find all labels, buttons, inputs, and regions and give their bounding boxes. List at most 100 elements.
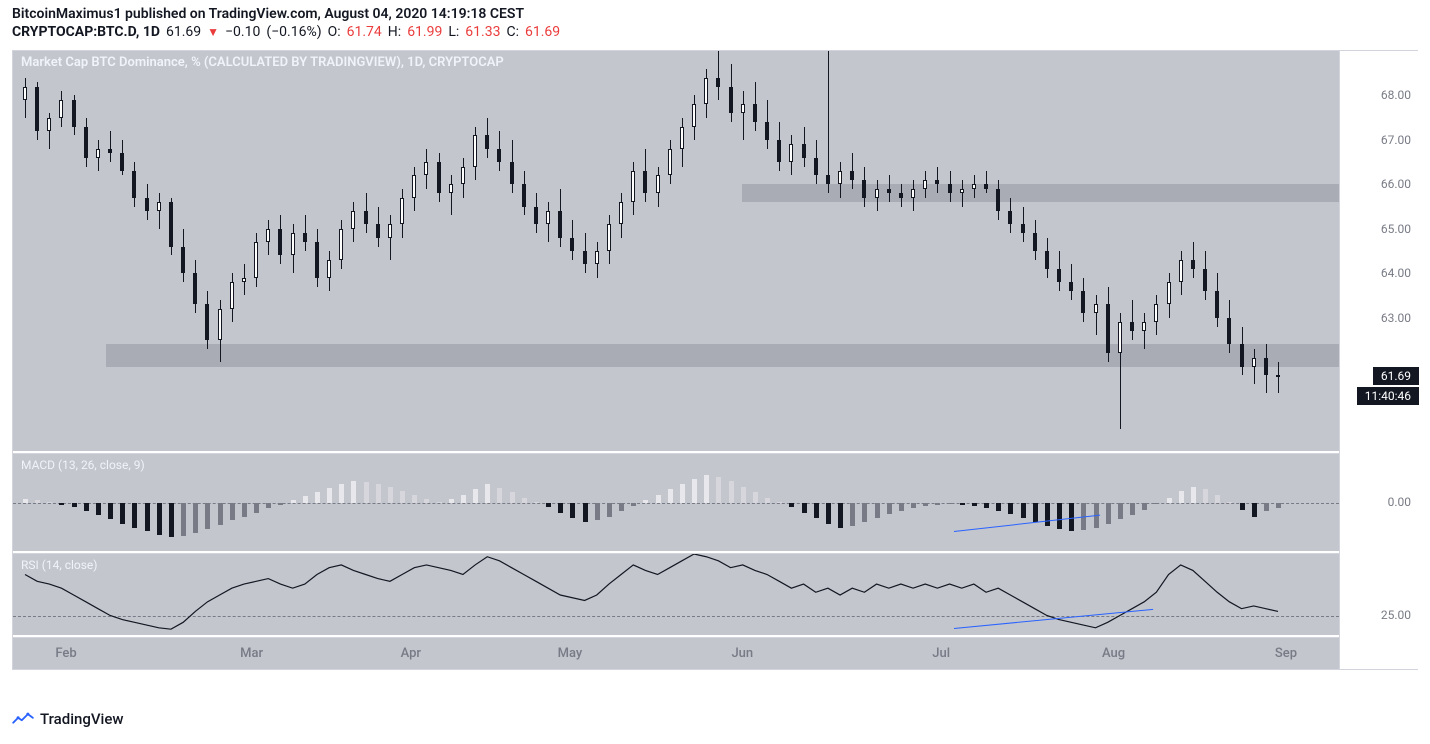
candlestick — [570, 238, 574, 251]
candlestick — [741, 104, 745, 113]
candlestick — [729, 87, 733, 114]
candlestick — [1008, 211, 1012, 224]
candlestick — [619, 202, 623, 224]
header-quote: CRYPTOCAP:BTC.D, 1D 61.69 ▼ −0.10 (−0.16… — [12, 24, 1418, 40]
rsi-pane[interactable]: RSI (14, close) — [13, 553, 1339, 635]
macd-bar — [218, 503, 223, 525]
candlestick — [1057, 269, 1061, 282]
macd-bar — [1142, 503, 1147, 510]
candlestick — [826, 175, 830, 184]
candlestick — [1215, 291, 1219, 318]
macd-bar — [1033, 503, 1038, 522]
macd-bar — [802, 503, 807, 513]
candlestick — [996, 189, 1000, 211]
macd-pane[interactable]: MACD (13, 26, close, 9) — [13, 453, 1339, 551]
price-axis: 63.0064.0065.0066.0067.0068.0061.6911:40… — [1339, 51, 1419, 669]
candlestick — [753, 104, 757, 122]
ohlc-c: 61.69 — [525, 24, 560, 40]
published-on: published on TradingView.com, — [122, 6, 325, 22]
macd-bar — [850, 503, 855, 526]
candlestick — [327, 260, 331, 278]
macd-bar — [704, 475, 709, 503]
macd-bar — [935, 503, 940, 505]
macd-bar — [692, 479, 697, 504]
candlestick — [315, 242, 319, 278]
price-pane-title: Market Cap BTC Dominance, % (CALCULATED … — [21, 55, 504, 70]
macd-bar — [23, 499, 28, 503]
macd-bar — [473, 489, 478, 503]
y-axis-label: 67.00 — [1381, 133, 1411, 147]
candlestick — [1033, 233, 1037, 251]
tradingview-logo-icon — [12, 711, 34, 727]
macd-bar — [193, 503, 198, 533]
candlestick — [84, 127, 88, 158]
macd-bar — [400, 491, 405, 503]
candlestick — [108, 149, 112, 153]
macd-bar — [1130, 503, 1135, 515]
candlestick — [1069, 282, 1073, 291]
macd-bar — [47, 502, 52, 503]
candlestick — [218, 309, 222, 340]
candlestick — [984, 184, 988, 188]
x-axis-label: Jun — [731, 646, 753, 661]
candlestick — [145, 198, 149, 211]
macd-divergence-trendline — [954, 515, 1100, 532]
header-attribution: BitcoinMaximus1 published on TradingView… — [12, 6, 1418, 22]
macd-bar — [1215, 495, 1220, 503]
candlestick — [1106, 304, 1110, 353]
candlestick — [1276, 375, 1280, 377]
macd-bar — [911, 503, 916, 508]
macd-bar — [108, 503, 113, 519]
macd-bar — [35, 500, 40, 503]
candlestick — [303, 233, 307, 242]
macd-bar — [424, 499, 429, 503]
candlestick — [169, 202, 173, 246]
ohlc-c-label: C: — [506, 24, 519, 40]
candlestick — [948, 184, 952, 193]
macd-bar — [278, 503, 283, 505]
support-resistance-zone — [106, 344, 1339, 366]
candlestick — [157, 202, 161, 211]
macd-bar — [1154, 503, 1159, 504]
macd-bar — [862, 503, 867, 522]
candlestick — [1118, 322, 1122, 353]
macd-bar — [291, 500, 296, 503]
candlestick — [351, 211, 355, 229]
chart-container[interactable]: Market Cap BTC Dominance, % (CALCULATED … — [12, 50, 1418, 670]
candlestick — [1203, 269, 1207, 291]
x-axis-label: Mar — [240, 646, 263, 661]
candlestick — [668, 149, 672, 176]
candlestick — [339, 229, 343, 260]
candlestick — [838, 171, 842, 184]
macd-bar — [960, 503, 965, 505]
candlestick — [181, 247, 185, 274]
price-pane[interactable]: Market Cap BTC Dominance, % (CALCULATED … — [13, 51, 1339, 451]
macd-bar — [315, 492, 320, 503]
candlestick — [1081, 291, 1085, 313]
macd-zero-label: 0.00 — [1388, 495, 1411, 509]
candlestick — [400, 198, 404, 225]
macd-bar — [643, 500, 648, 503]
candlestick — [1227, 318, 1231, 345]
candlestick — [656, 175, 660, 193]
candlestick — [960, 189, 964, 193]
rsi-line — [25, 554, 1278, 629]
candlestick — [534, 207, 538, 225]
candlestick — [1240, 344, 1244, 366]
candlestick — [35, 87, 39, 131]
x-axis-label: May — [558, 646, 583, 661]
macd-bar — [668, 489, 673, 503]
macd-bar — [1118, 503, 1123, 519]
x-axis-label: Jul — [932, 646, 950, 661]
candlestick — [935, 180, 939, 184]
macd-bar — [1203, 489, 1208, 503]
candlestick — [607, 224, 611, 251]
candlestick — [765, 122, 769, 140]
candlestick — [72, 100, 76, 127]
candlestick — [911, 189, 915, 198]
candlestick — [59, 100, 63, 118]
candlestick — [850, 171, 854, 180]
candlestick — [132, 171, 136, 198]
ohlc-h: 61.99 — [407, 24, 442, 40]
author: BitcoinMaximus1 — [12, 6, 122, 22]
